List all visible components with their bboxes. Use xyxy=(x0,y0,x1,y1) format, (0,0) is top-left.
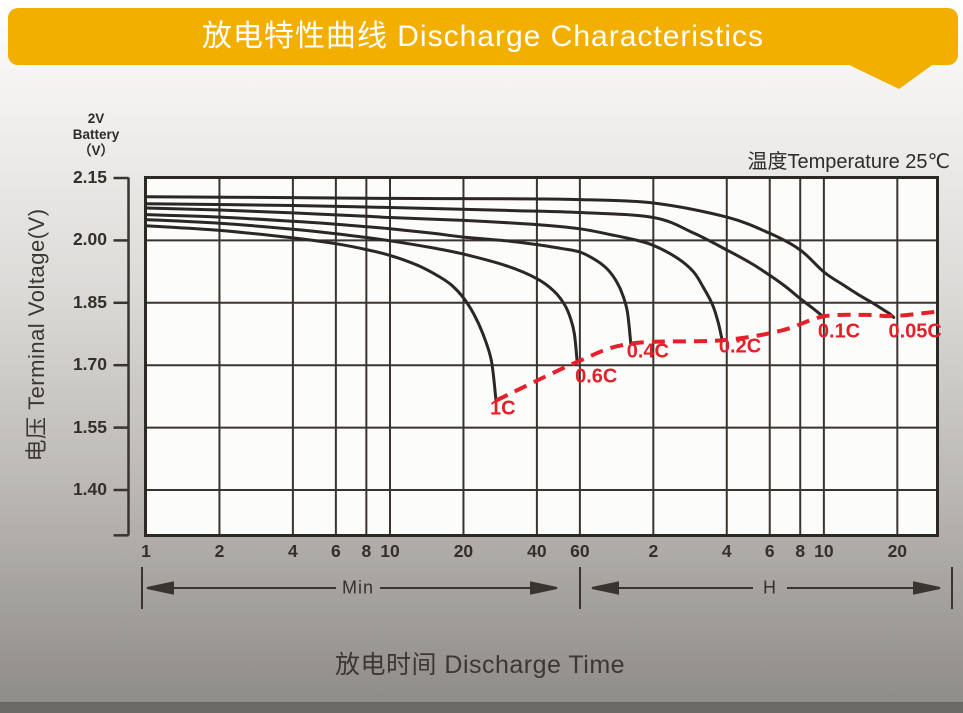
y-axis-bracket xyxy=(113,176,130,537)
battery-type-line2: Battery xyxy=(72,127,120,142)
x-axis-range-arrows xyxy=(141,567,953,609)
arrowhead-right-icon xyxy=(913,581,941,595)
curve-0.1C xyxy=(144,202,825,318)
curve-0.6C xyxy=(144,218,579,364)
speech-tail-shape xyxy=(845,63,935,89)
temperature-note: 温度Temperature 25℃ xyxy=(747,151,950,173)
curve-0.05C xyxy=(144,195,896,319)
title-banner: 放电特性曲线 Discharge Characteristics xyxy=(8,8,958,65)
arrowhead-left-icon xyxy=(591,581,619,595)
battery-type-line3: （V） xyxy=(77,143,114,158)
battery-type-line1: 2V xyxy=(87,111,105,126)
curve-0.2C xyxy=(144,206,724,343)
bottom-edge-strip xyxy=(0,702,963,713)
curve-0.4C xyxy=(144,213,633,346)
x-axis-title: 放电时间 Discharge Time xyxy=(334,651,626,679)
cutoff-line xyxy=(495,310,935,403)
arrowhead-right-icon xyxy=(530,581,558,595)
banner-tail-icon xyxy=(845,63,935,89)
plot-area xyxy=(145,177,938,536)
page-title: 放电特性曲线 Discharge Characteristics xyxy=(201,20,765,53)
battery-type-label: 2V Battery （V） xyxy=(58,111,134,159)
gridlines xyxy=(145,177,938,536)
plot-border xyxy=(144,176,939,537)
discharge-curves xyxy=(144,195,896,403)
curve-1C xyxy=(144,224,498,403)
arrowhead-left-icon xyxy=(146,581,174,595)
